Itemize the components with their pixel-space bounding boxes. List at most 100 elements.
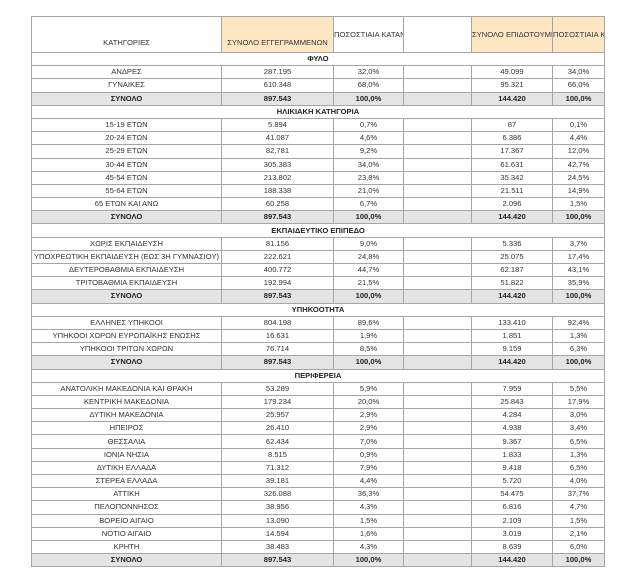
- table-row: ΓΥΝΑΙΚΕΣ 610.348 68,0% 95.321 66,0%: [31, 78, 605, 93]
- beneficiaries-cell: 4.284: [471, 408, 553, 423]
- pct-beneficiaries-cell: 3,0%: [552, 408, 605, 423]
- pct-beneficiaries-cell: 1,3%: [552, 447, 605, 462]
- registered-cell: 897.543: [221, 210, 334, 225]
- pct-registered-cell: 100,0%: [333, 91, 404, 106]
- beneficiaries-cell: 21.511: [471, 183, 553, 199]
- blank-cell: [403, 328, 472, 344]
- beneficiaries-cell: 1.851: [471, 328, 553, 344]
- category-cell: ΑΝΑΤΟΛΙΚΗ ΜΑΚΕΔΟΝΙΑ ΚΑΙ ΘΡΑΚΗ: [31, 381, 222, 396]
- pct-beneficiaries-cell: 1,5%: [552, 513, 605, 528]
- pct-registered-cell: 9,0%: [333, 236, 404, 251]
- pct-registered-cell: 7,9%: [333, 460, 404, 476]
- pct-beneficiaries-cell: 1,5%: [552, 197, 605, 212]
- beneficiaries-cell: 54.475: [471, 487, 553, 502]
- header-beneficiaries: ΣΥΝΟΛΟ ΕΠΙΔΟΤΟΥΜΕΝΩΝ: [471, 16, 553, 53]
- pct-registered-cell: 1,5%: [333, 513, 404, 528]
- pct-beneficiaries-cell: 6,3%: [552, 342, 605, 357]
- registered-cell: 14.594: [221, 526, 334, 541]
- table-row: ΙΟΝΙΑ ΝΗΣΙΑ 8.515 0,9% 1.833 1,3%: [31, 447, 605, 462]
- registered-cell: 25.957: [221, 408, 334, 423]
- beneficiaries-cell: 3.019: [471, 526, 553, 541]
- pct-registered-cell: 6,7%: [333, 197, 404, 212]
- category-cell: ΑΤΤΙΚΗ: [31, 487, 222, 502]
- registered-cell: 13.090: [221, 513, 334, 528]
- total-row: ΣΥΝΟΛΟ 897.543 100,0% 144.420 100,0%: [31, 355, 605, 370]
- blank-cell: [403, 117, 472, 133]
- section-header-row: ΦΥΛΟ: [31, 51, 605, 67]
- section-title: ΕΚΠΑΙΔΕΥΤΙΚΟ ΕΠΙΠΕΔΟ: [31, 223, 605, 238]
- table-row: 55-64 ΕΤΩΝ 188.338 21,0% 21.511 14,9%: [31, 183, 605, 199]
- registered-cell: 5.894: [221, 117, 334, 133]
- section-header-row: ΠΕΡΙΦΕΡΕΙΑ: [31, 368, 605, 383]
- beneficiaries-cell: 9.418: [471, 460, 553, 476]
- category-cell: ΔΕΥΤΕΡΟΒΑΘΜΙΑ ΕΚΠΑΙΔΕΥΣΗ: [31, 262, 222, 278]
- pct-beneficiaries-cell: 17,9%: [552, 394, 605, 410]
- beneficiaries-cell: 144.420: [471, 289, 553, 304]
- beneficiaries-cell: 4.938: [471, 421, 553, 436]
- registered-cell: 897.543: [221, 553, 334, 568]
- blank-cell: [403, 210, 472, 225]
- pct-beneficiaries-cell: 4,0%: [552, 473, 605, 489]
- pct-beneficiaries-cell: 14,9%: [552, 183, 605, 199]
- pct-beneficiaries-cell: 42,7%: [552, 157, 605, 172]
- pct-registered-cell: 0,9%: [333, 447, 404, 462]
- table-row: ΥΠΗΚΟΟΙ ΤΡΙΤΩΝ ΧΩΡΩΝ 76.714 8,5% 9.159 6,3%: [31, 342, 605, 357]
- table-row: 45-54 ΕΤΩΝ 213.802 23,8% 35.342 24,5%: [31, 170, 605, 185]
- pct-registered-cell: 21,0%: [333, 183, 404, 199]
- beneficiaries-cell: 6.816: [471, 500, 553, 515]
- pct-registered-cell: 8,5%: [333, 342, 404, 357]
- beneficiaries-cell: 51.822: [471, 276, 553, 291]
- section-header-row: ΗΛΙΚΙΑΚΗ ΚΑΤΗΓΟΡΙΑ: [31, 104, 605, 119]
- blank-cell: [403, 65, 472, 80]
- category-cell: ΓΥΝΑΙΚΕΣ: [31, 78, 222, 93]
- pct-registered-cell: 5,9%: [333, 381, 404, 396]
- pct-beneficiaries-cell: 24,5%: [552, 170, 605, 185]
- registered-cell: 400.772: [221, 262, 334, 278]
- pct-beneficiaries-cell: 35,9%: [552, 276, 605, 291]
- section-title: ΗΛΙΚΙΑΚΗ ΚΑΤΗΓΟΡΙΑ: [31, 104, 605, 119]
- category-cell: ΕΛΛΗΝΕΣ ΥΠΗΚΟΟΙ: [31, 315, 222, 330]
- pct-registered-cell: 7,0%: [333, 434, 404, 449]
- pct-beneficiaries-cell: 2,1%: [552, 526, 605, 541]
- blank-cell: [403, 408, 472, 423]
- pct-beneficiaries-cell: 12,0%: [552, 144, 605, 159]
- header-categories: ΚΑΤΗΓΟΡΙΕΣ: [31, 16, 222, 53]
- category-cell: ΣΥΝΟΛΟ: [31, 289, 222, 304]
- category-cell: ΝΟΤΙΟ ΑΙΓΑΙΟ: [31, 526, 222, 541]
- pct-registered-cell: 100,0%: [333, 553, 404, 568]
- table-row: 25-29 ΕΤΩΝ 82.781 9,2% 17.367 12,0%: [31, 144, 605, 159]
- pct-registered-cell: 100,0%: [333, 355, 404, 370]
- pct-registered-cell: 4,4%: [333, 473, 404, 489]
- registered-cell: 213.802: [221, 170, 334, 185]
- pct-registered-cell: 36,3%: [333, 487, 404, 502]
- beneficiaries-cell: 144.420: [471, 91, 553, 106]
- section-title: ΥΠΗΚΟΟΤΗΤΑ: [31, 302, 605, 317]
- table-row: ΑΤΤΙΚΗ 326.088 36,3% 54.475 37,7%: [31, 487, 605, 502]
- blank-cell: [403, 236, 472, 251]
- pct-beneficiaries-cell: 100,0%: [552, 289, 605, 304]
- table-row: ΑΝΑΤΟΛΙΚΗ ΜΑΚΕΔΟΝΙΑ ΚΑΙ ΘΡΑΚΗ 53.289 5,9% 7…: [31, 381, 605, 396]
- table-row: 30-44 ΕΤΩΝ 305.383 34,0% 61.631 42,7%: [31, 157, 605, 172]
- pct-registered-cell: 89,6%: [333, 315, 404, 330]
- beneficiaries-cell: 8.639: [471, 539, 553, 555]
- registered-cell: 192.994: [221, 276, 334, 291]
- category-cell: ΧΩΡΙΣ ΕΚΠΑΙΔΕΥΣΗ: [31, 236, 222, 251]
- beneficiaries-cell: 1.833: [471, 447, 553, 462]
- pct-registered-cell: 4,3%: [333, 500, 404, 515]
- table-row: ΚΕΝΤΡΙΚΗ ΜΑΚΕΔΟΝΙΑ 179.234 20,0% 25.843 17,9…: [31, 394, 605, 410]
- pct-registered-cell: 20,0%: [333, 394, 404, 410]
- table-row: ΠΕΛΟΠΟΝΝΗΣΟΣ 38.956 4,3% 6.816 4,7%: [31, 500, 605, 515]
- pct-beneficiaries-cell: 17,4%: [552, 249, 605, 265]
- pct-beneficiaries-cell: 66,0%: [552, 78, 605, 93]
- category-cell: ΔΥΤΙΚΗ ΜΑΚΕΔΟΝΙΑ: [31, 408, 222, 423]
- blank-cell: [403, 249, 472, 265]
- blank-cell: [403, 144, 472, 159]
- pct-registered-cell: 68,0%: [333, 78, 404, 93]
- category-cell: ΚΡΗΤΗ: [31, 539, 222, 555]
- blank-cell: [403, 526, 472, 541]
- blank-cell: [403, 539, 472, 555]
- beneficiaries-cell: 95.321: [471, 78, 553, 93]
- beneficiaries-cell: 87: [471, 117, 553, 133]
- beneficiaries-cell: 5.336: [471, 236, 553, 251]
- registered-cell: 179.234: [221, 394, 334, 410]
